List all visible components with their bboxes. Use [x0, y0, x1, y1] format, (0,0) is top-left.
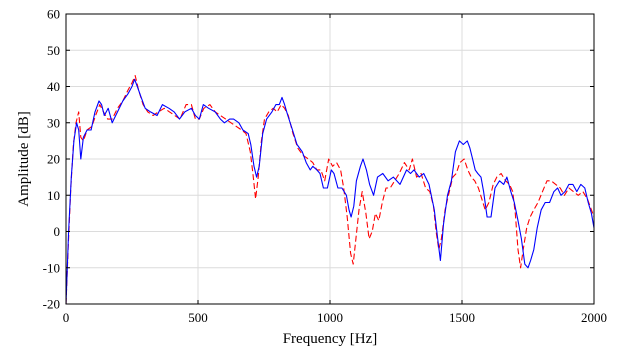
- x-axis-label: Frequency [Hz]: [283, 331, 378, 347]
- y-tick-label: 50: [47, 43, 60, 58]
- y-tick-label: -20: [43, 297, 60, 312]
- x-tick-label: 1500: [449, 310, 475, 325]
- y-tick-label: 60: [47, 7, 60, 22]
- y-tick-label: 40: [47, 79, 60, 94]
- series-layer: [65, 75, 595, 305]
- x-tick-label: 0: [63, 310, 70, 325]
- x-tick-label: 2000: [581, 310, 607, 325]
- y-tick-label: 30: [47, 115, 60, 130]
- y-tick-label: -10: [43, 260, 60, 275]
- y-tick-label: 20: [47, 152, 60, 167]
- y-axis: -20 -10 0 10 20 30 40 50 60: [43, 7, 594, 312]
- series-line-dashed-red: [65, 75, 595, 305]
- series-line-solid-blue: [65, 78, 595, 305]
- x-axis: 0 500 1000 1500 2000: [63, 14, 607, 325]
- x-tick-label: 1000: [317, 310, 343, 325]
- y-tick-label: 10: [47, 188, 60, 203]
- x-tick-label: 500: [188, 310, 208, 325]
- y-axis-label: Amplitude [dB]: [16, 111, 32, 206]
- y-tick-label: 0: [54, 224, 61, 239]
